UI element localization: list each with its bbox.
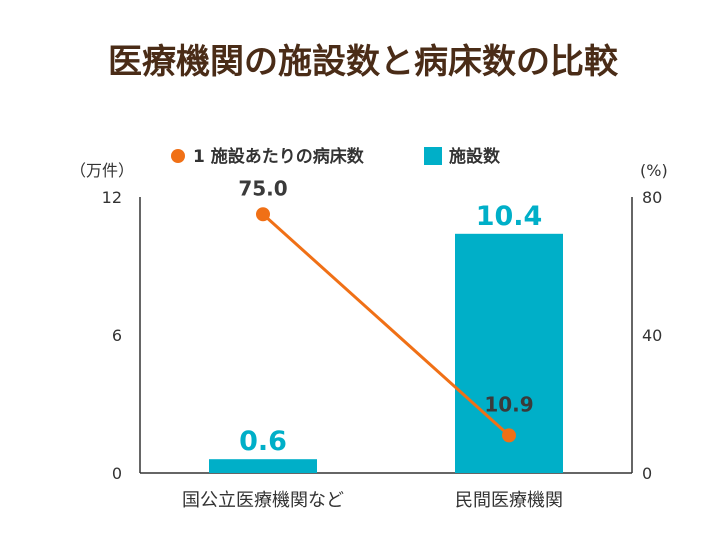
line-point <box>256 207 270 222</box>
left-axis-unit: （万件） <box>70 161 134 180</box>
category-labels: 国公立医療機関など 民間医療機関 <box>182 490 563 511</box>
right-tick-label: 80 <box>642 188 662 207</box>
right-tick-label: 40 <box>642 326 662 345</box>
right-tick-label: 0 <box>642 464 652 483</box>
bar-data-label: 10.4 <box>476 201 543 232</box>
legend-line-label: 1 施設あたりの病床数 <box>193 146 365 167</box>
line-data-label: 75.0 <box>238 176 287 200</box>
line-data-label: 10.9 <box>484 392 533 416</box>
legend-line-marker <box>171 149 185 163</box>
right-axis-unit: (%) <box>640 161 668 180</box>
line-series: 75.0 10.9 <box>238 176 534 443</box>
bar-data-label: 0.6 <box>239 426 287 457</box>
bar <box>209 459 317 473</box>
right-axis-ticks: 0 40 80 <box>642 188 662 483</box>
legend-bar-label: 施設数 <box>449 146 501 167</box>
left-axis-ticks: 0 6 12 <box>102 188 122 483</box>
left-tick-label: 0 <box>112 464 122 483</box>
category-label: 国公立医療機関など <box>182 490 344 511</box>
legend: 1 施設あたりの病床数 施設数 <box>171 146 501 167</box>
series-line <box>261 213 511 437</box>
line-point <box>502 428 516 443</box>
category-label: 民間医療機関 <box>455 490 563 511</box>
left-tick-label: 12 <box>102 188 122 207</box>
left-tick-label: 6 <box>112 326 122 345</box>
bar-series: 0.6 10.4 <box>209 201 563 473</box>
chart-title: 医療機関の施設数と病床数の比較 <box>108 42 619 82</box>
legend-bar-marker <box>424 147 442 165</box>
